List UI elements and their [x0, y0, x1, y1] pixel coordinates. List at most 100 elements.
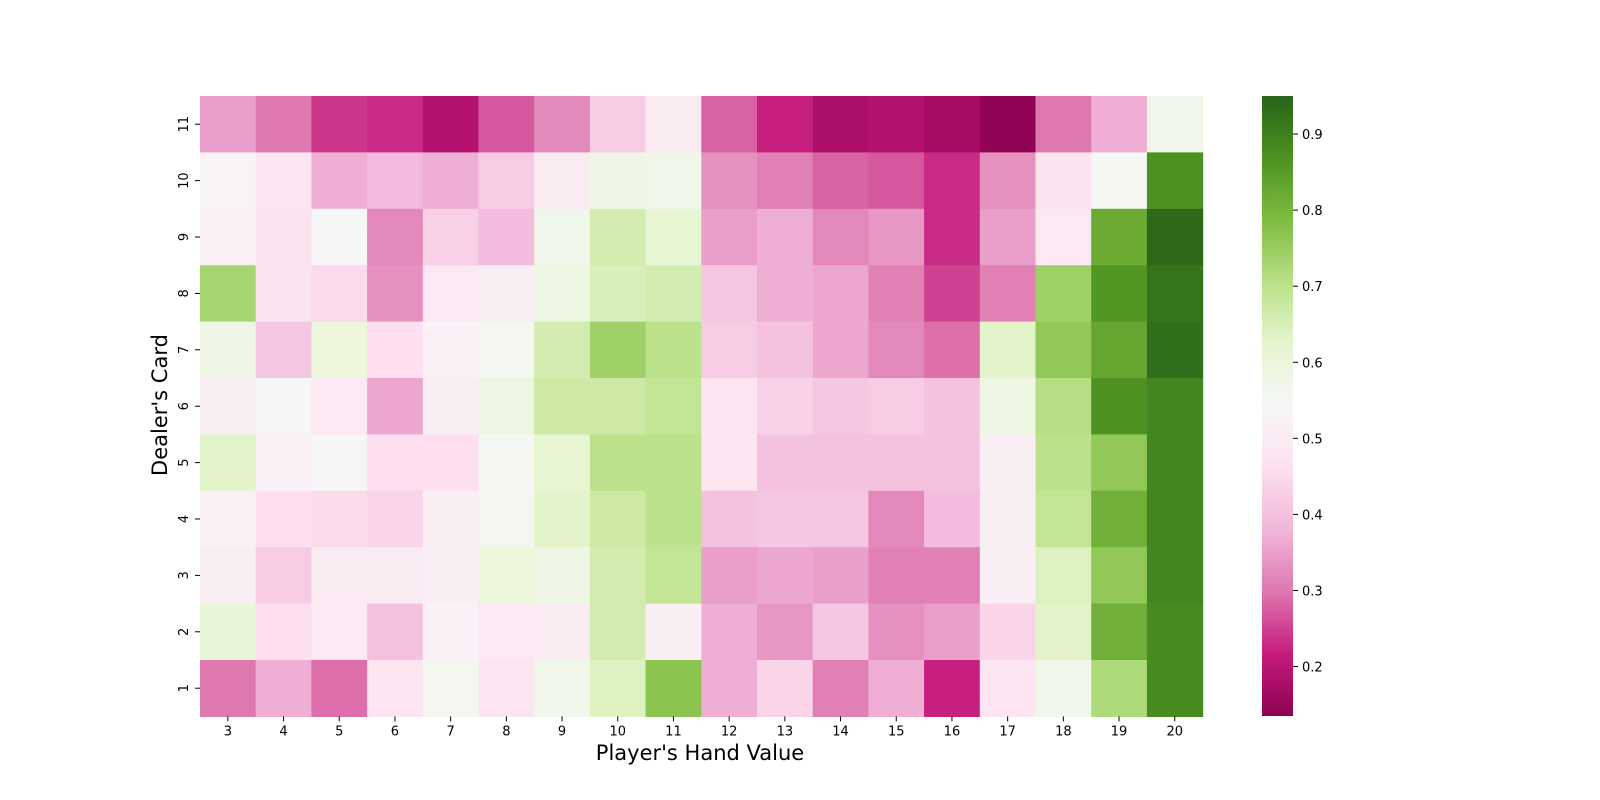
heatmap-cell: [589, 547, 647, 605]
heatmap-cell: [255, 603, 312, 661]
heatmap-cell: [812, 152, 869, 210]
heatmap-cell: [200, 603, 257, 661]
heatmap-cell: [255, 265, 312, 323]
heatmap-cell: [812, 378, 869, 435]
x-tick-label: 10: [609, 724, 626, 739]
y-tick-label: 1: [177, 684, 192, 692]
x-axis-ticks: 3 4 5 6 7 8 9 10 11 12 13 14 15 16 17 18 19 20: [224, 716, 1183, 739]
heatmap-cell: [1146, 547, 1204, 605]
y-axis-ticks: 11 10 9 8 7 6 5 4 3 2 1: [177, 116, 200, 692]
heatmap-cell: [255, 96, 312, 153]
y-tick-label: 4: [177, 515, 192, 523]
heatmap-cell: [478, 603, 535, 661]
heatmap-cell: [422, 321, 480, 379]
heatmap-cell: [1146, 96, 1204, 153]
heatmap-cell: [367, 96, 424, 153]
heatmap-cell: [1035, 490, 1092, 548]
heatmap-cell: [1091, 434, 1148, 492]
heatmap-cell: [924, 434, 981, 492]
colorbar-tick-label: 0.3: [1302, 584, 1323, 599]
x-tick-label: 14: [832, 724, 849, 739]
heatmap-cell: [367, 321, 424, 379]
x-tick-label: 6: [391, 724, 399, 739]
heatmap-cell: [589, 321, 647, 379]
heatmap-cells: [200, 96, 1204, 717]
heatmap-cell: [422, 152, 480, 210]
heatmap-cell: [979, 152, 1037, 210]
heatmap-cell: [1035, 321, 1092, 379]
heatmap-cell: [1146, 434, 1204, 492]
heatmap-cell: [924, 96, 981, 153]
heatmap-cell: [367, 152, 424, 210]
heatmap-cell: [868, 490, 925, 548]
heatmap-cell: [534, 660, 591, 717]
heatmap-cell: [200, 547, 257, 605]
heatmap-cell: [478, 547, 535, 605]
heatmap-cell: [589, 208, 647, 266]
heatmap-cell: [1035, 378, 1092, 435]
x-tick-label: 19: [1111, 724, 1128, 739]
heatmap-cell: [200, 434, 257, 492]
heatmap-cell: [812, 490, 869, 548]
heatmap-cell: [311, 321, 368, 379]
heatmap-cell: [255, 434, 312, 492]
heatmap-cell: [1091, 378, 1148, 435]
y-tick-label: 2: [177, 628, 192, 636]
heatmap-cell: [478, 96, 535, 153]
heatmap-cell: [924, 603, 981, 661]
x-tick-label: 17: [999, 724, 1016, 739]
heatmap-cell: [1035, 660, 1092, 717]
colorbar-ticks: 0.2 0.3 0.4 0.5 0.6 0.7 0.8 0.9: [1293, 128, 1323, 676]
heatmap-cell: [1091, 265, 1148, 323]
heatmap-cell: [367, 603, 424, 661]
heatmap-cell: [924, 547, 981, 605]
heatmap-cell: [422, 265, 480, 323]
heatmap-cell: [1146, 660, 1204, 717]
heatmap-cell: [1091, 96, 1148, 153]
heatmap-cell: [589, 378, 647, 435]
heatmap-cell: [701, 208, 758, 266]
heatmap-cell: [701, 265, 758, 323]
heatmap-cell: [478, 265, 535, 323]
heatmap-cell: [757, 434, 814, 492]
heatmap-cell: [589, 265, 647, 323]
heatmap-cell: [1146, 208, 1204, 266]
colorbar-tick-label: 0.6: [1302, 356, 1323, 371]
heatmap-cell: [757, 603, 814, 661]
heatmap-cell: [534, 603, 591, 661]
heatmap-cell: [868, 434, 925, 492]
heatmap-cell: [645, 547, 702, 605]
heatmap-cell: [979, 96, 1037, 153]
heatmap-cell: [478, 208, 535, 266]
heatmap-cell: [757, 321, 814, 379]
heatmap-cell: [478, 490, 535, 548]
heatmap-cell: [200, 378, 257, 435]
heatmap-cell: [311, 490, 368, 548]
y-tick-label: 11: [177, 116, 192, 133]
heatmap-cell: [757, 490, 814, 548]
heatmap-cell: [1146, 265, 1204, 323]
heatmap-cell: [1091, 490, 1148, 548]
heatmap-cell: [422, 96, 480, 153]
heatmap-cell: [812, 603, 869, 661]
heatmap-cell: [1091, 152, 1148, 210]
colorbar-tick-label: 0.5: [1302, 432, 1323, 447]
heatmap-cell: [1091, 660, 1148, 717]
heatmap-cell: [757, 96, 814, 153]
heatmap-cell: [868, 152, 925, 210]
colorbar: [1262, 96, 1293, 716]
heatmap-cell: [1035, 434, 1092, 492]
colorbar-tick-label: 0.4: [1302, 508, 1323, 523]
heatmap-cell: [701, 547, 758, 605]
heatmap-cell: [422, 603, 480, 661]
heatmap-cell: [200, 208, 257, 266]
heatmap-cell: [924, 208, 981, 266]
heatmap-cell: [868, 547, 925, 605]
heatmap-cell: [1091, 547, 1148, 605]
heatmap-cell: [311, 208, 368, 266]
heatmap-cell: [868, 660, 925, 717]
heatmap-cell: [589, 96, 647, 153]
heatmap-cell: [311, 547, 368, 605]
heatmap-cell: [534, 265, 591, 323]
heatmap-cell: [812, 660, 869, 717]
